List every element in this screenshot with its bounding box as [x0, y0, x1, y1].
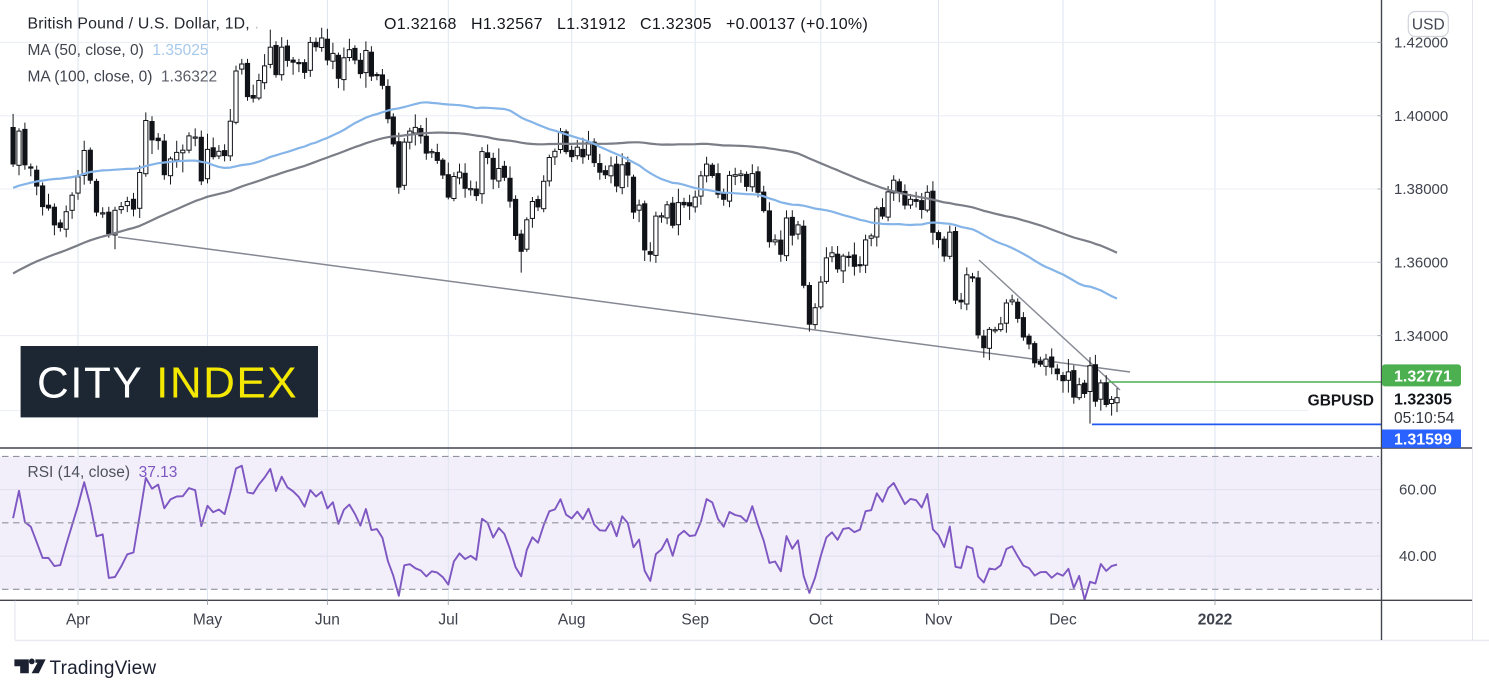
svg-text:60.00: 60.00 [1399, 482, 1437, 499]
svg-text:Sep: Sep [681, 612, 709, 629]
svg-text:L1.31912: L1.31912 [557, 16, 626, 33]
svg-text:2022: 2022 [1198, 612, 1232, 629]
svg-text:40.00: 40.00 [1399, 548, 1437, 565]
svg-text:1.34000: 1.34000 [1394, 328, 1448, 345]
svg-text:British Pound / U.S. Dollar, 1: British Pound / U.S. Dollar, 1D, . [28, 16, 260, 33]
svg-text:1.32771: 1.32771 [1394, 368, 1452, 385]
svg-text:1.42000: 1.42000 [1394, 35, 1448, 52]
svg-text:CITY INDEX: CITY INDEX [37, 359, 298, 408]
svg-text:+0.00137 (+0.10%): +0.00137 (+0.10%) [726, 16, 868, 33]
svg-text:Apr: Apr [66, 612, 90, 629]
svg-text:Jun: Jun [315, 612, 340, 629]
svg-text:USD: USD [1412, 17, 1445, 34]
svg-text:1.36000: 1.36000 [1394, 255, 1448, 272]
svg-text:1.40000: 1.40000 [1394, 108, 1448, 125]
svg-text:1.38000: 1.38000 [1394, 181, 1448, 198]
svg-text:May: May [193, 612, 223, 629]
svg-text:H1.32567: H1.32567 [471, 16, 543, 33]
svg-text:Dec: Dec [1049, 612, 1077, 629]
svg-text:Aug: Aug [558, 612, 586, 629]
svg-text:MA (50, close, 0) 1.35025: MA (50, close, 0) 1.35025 [28, 42, 209, 59]
svg-text:C1.32305: C1.32305 [640, 16, 712, 33]
svg-text:Nov: Nov [925, 612, 953, 629]
svg-text:GBPUSD: GBPUSD [1308, 393, 1374, 410]
svg-text:Jul: Jul [438, 612, 458, 629]
svg-text:Oct: Oct [809, 612, 834, 629]
svg-text:MA (100, close, 0) 1.36322: MA (100, close, 0) 1.36322 [28, 69, 218, 86]
svg-text:RSI (14, close) 37.13: RSI (14, close) 37.13 [28, 464, 178, 481]
svg-text:05:10:54: 05:10:54 [1394, 410, 1455, 427]
svg-text:TradingView: TradingView [50, 658, 157, 679]
svg-text:1.31599: 1.31599 [1394, 432, 1452, 449]
svg-text:O1.32168: O1.32168 [384, 16, 457, 33]
svg-text:1.32305: 1.32305 [1394, 392, 1452, 409]
